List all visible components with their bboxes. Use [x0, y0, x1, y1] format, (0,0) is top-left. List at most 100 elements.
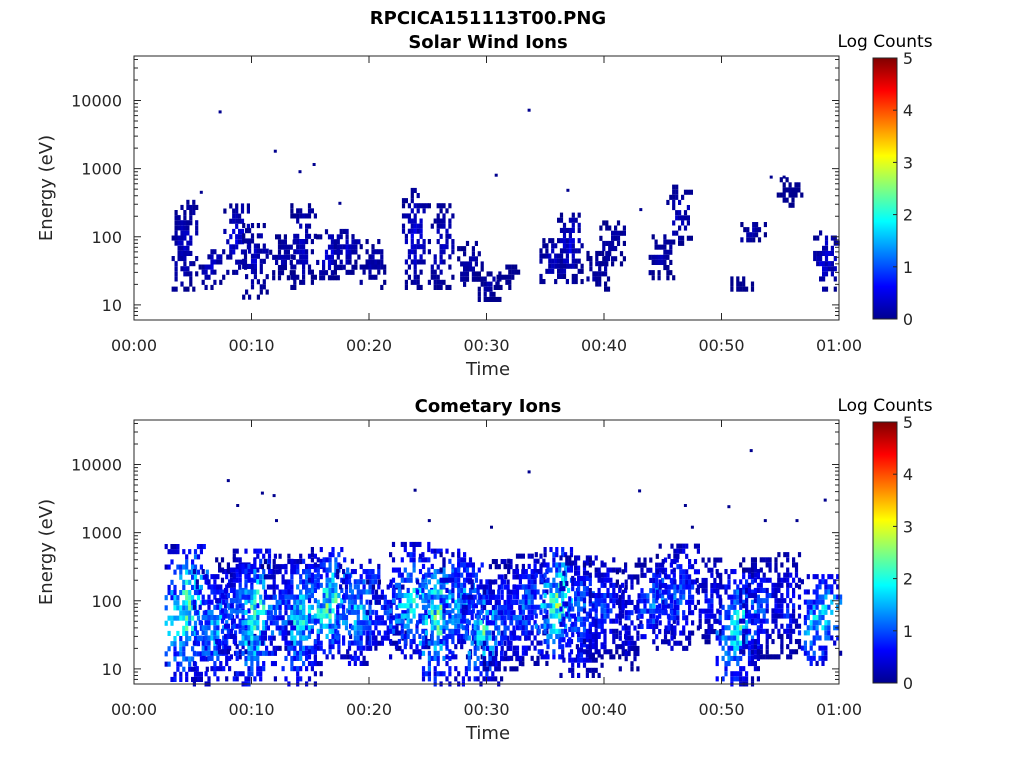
heatmap-cell	[603, 649, 607, 655]
heatmap-cell	[299, 676, 303, 682]
heatmap-cell	[415, 649, 419, 655]
heatmap-cell	[421, 552, 425, 558]
heatmap-cell	[585, 644, 589, 650]
heatmap-cell	[639, 620, 643, 626]
heatmap-cell	[299, 640, 303, 646]
heatmap-cell	[624, 579, 628, 585]
heatmap-cell	[476, 625, 480, 631]
heatmap-cell	[483, 276, 487, 282]
heatmap-cell	[256, 579, 260, 585]
heatmap-cell	[788, 182, 792, 188]
heatmap-cell	[673, 610, 677, 616]
heatmap-cell	[170, 620, 174, 626]
heatmap-cell	[489, 271, 493, 277]
heatmap-cell	[430, 269, 434, 275]
heatmap-cell	[747, 618, 752, 624]
heatmap-cell	[768, 593, 772, 599]
heatmap-cell	[730, 281, 734, 287]
heatmap-cell	[313, 582, 317, 588]
heatmap-cell	[307, 609, 312, 615]
heatmap-cell	[467, 661, 471, 667]
heatmap-cell	[792, 577, 796, 583]
heatmap-cell	[182, 549, 186, 555]
heatmap-cell	[307, 569, 312, 575]
heatmap-cell	[380, 249, 384, 255]
heatmap-cell	[235, 644, 239, 650]
heatmap-cell	[736, 599, 740, 605]
heatmap-cell	[316, 234, 320, 240]
heatmap-cell	[250, 671, 254, 677]
heatmap-cell	[574, 596, 578, 602]
heatmap-cell	[204, 615, 208, 621]
heatmap-cell	[704, 634, 708, 640]
heatmap-cell	[433, 274, 437, 280]
heatmap-cell	[430, 604, 434, 610]
heatmap-cell	[534, 613, 538, 619]
heatmap-cell	[278, 564, 282, 570]
heatmap-cell	[539, 574, 543, 580]
heatmap-cell	[336, 635, 340, 641]
heatmap-cell	[344, 589, 349, 595]
heatmap-cell	[322, 623, 326, 629]
heatmap-cell	[368, 269, 372, 275]
heatmap-cell	[571, 279, 575, 285]
heatmap-cell	[509, 594, 513, 600]
heatmap-cell	[503, 666, 507, 672]
heatmap-cell	[451, 650, 455, 656]
heatmap-cell	[235, 655, 239, 661]
heatmap-cell	[430, 635, 434, 641]
heatmap-cell	[293, 284, 297, 290]
heatmap-cell	[253, 263, 257, 269]
heatmap-cell	[256, 655, 260, 661]
heatmap-cell	[771, 618, 775, 624]
heatmap-cell	[340, 603, 344, 609]
heatmap-cell	[235, 203, 239, 209]
heatmap-cell	[348, 259, 352, 265]
heatmap-cell	[439, 589, 443, 595]
heatmap-cell	[223, 228, 227, 234]
heatmap-cell	[508, 284, 512, 290]
heatmap-cell	[213, 640, 217, 646]
heatmap-cell	[511, 264, 515, 270]
heatmap-cell	[803, 650, 807, 656]
heatmap-cell	[235, 577, 239, 583]
heatmap-cell	[673, 584, 677, 590]
heatmap-cell	[530, 599, 534, 605]
heatmap-cell	[302, 594, 306, 600]
heatmap-cell	[681, 235, 685, 241]
heatmap-cell	[839, 599, 843, 605]
heatmap-cell	[494, 599, 498, 605]
heatmap-cell	[707, 634, 711, 640]
heatmap-cell	[430, 563, 434, 569]
heatmap-cell	[602, 256, 606, 262]
heatmap-cell	[739, 645, 743, 651]
heatmap-cell	[672, 239, 676, 245]
heatmap-cell	[235, 572, 239, 578]
heatmap-cell	[445, 548, 449, 554]
heatmap-cell	[716, 618, 720, 624]
heatmap-cell	[409, 639, 413, 645]
heatmap-cell	[196, 554, 201, 560]
heatmap-cell	[491, 645, 495, 651]
heatmap-cell	[827, 630, 831, 636]
heatmap-cell	[436, 548, 440, 554]
heatmap-cell	[474, 587, 478, 593]
heatmap-cell	[265, 650, 269, 656]
heatmap-cell	[302, 259, 306, 265]
heatmap-cell	[792, 603, 796, 609]
heatmap-cell	[733, 579, 737, 585]
heatmap-cell	[676, 584, 680, 590]
heatmap-cell	[195, 204, 199, 210]
heatmap-cell	[768, 577, 772, 583]
heatmap-cell	[400, 572, 404, 578]
heatmap-cell	[818, 635, 822, 641]
heatmap-cell	[454, 654, 458, 660]
heatmap-cell	[609, 654, 613, 660]
heatmap-cell	[577, 575, 581, 581]
heatmap-cell	[416, 589, 420, 595]
heatmap-cell	[603, 562, 607, 568]
heatmap-cell	[368, 579, 372, 585]
heatmap-cell	[473, 635, 477, 641]
heatmap-cell	[191, 615, 195, 621]
heatmap-cell	[380, 594, 384, 600]
